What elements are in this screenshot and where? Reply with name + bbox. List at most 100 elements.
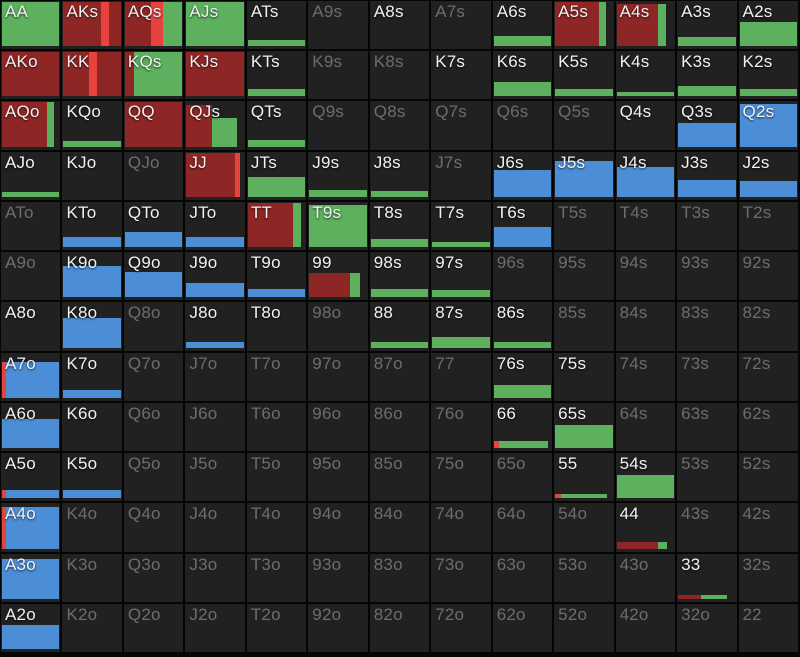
cell-K5o[interactable]: K5o: [62, 453, 122, 502]
cell-63o[interactable]: 63o: [492, 553, 553, 602]
cell-T8s[interactable]: T8s: [369, 201, 430, 251]
cell-82o[interactable]: 82o: [369, 603, 430, 652]
cell-T3s[interactable]: T3s: [677, 201, 737, 251]
cell-J5o[interactable]: J5o: [185, 453, 245, 502]
cell-62s[interactable]: 62s: [738, 402, 798, 452]
cell-85s[interactable]: 85s: [554, 302, 614, 351]
cell-A7o[interactable]: A7o: [1, 352, 61, 401]
cell-Q7s[interactable]: Q7s: [431, 101, 491, 150]
cell-T5s[interactable]: T5s: [554, 201, 614, 251]
cell-87o[interactable]: 87o: [369, 352, 430, 401]
cell-K6s[interactable]: K6s: [492, 51, 553, 100]
cell-99[interactable]: 99: [308, 252, 368, 301]
cell-95o[interactable]: 95o: [308, 453, 368, 502]
cell-QJo[interactable]: QJo: [123, 151, 184, 200]
cell-J2s[interactable]: J2s: [738, 151, 798, 200]
cell-QTo[interactable]: QTo: [123, 201, 184, 251]
cell-53o[interactable]: 53o: [554, 553, 614, 602]
cell-T6o[interactable]: T6o: [246, 402, 307, 452]
cell-Q9o[interactable]: Q9o: [123, 252, 184, 301]
cell-Q2o[interactable]: Q2o: [123, 603, 184, 652]
cell-A7s[interactable]: A7s: [431, 1, 491, 50]
cell-T4s[interactable]: T4s: [615, 201, 676, 251]
cell-42s[interactable]: 42s: [738, 503, 798, 552]
cell-ATs[interactable]: ATs: [246, 1, 307, 50]
cell-K8s[interactable]: K8s: [369, 51, 430, 100]
cell-A9s[interactable]: A9s: [308, 1, 368, 50]
cell-94o[interactable]: 94o: [308, 503, 368, 552]
cell-K7o[interactable]: K7o: [62, 352, 122, 401]
cell-52s[interactable]: 52s: [738, 453, 798, 502]
cell-65o[interactable]: 65o: [492, 453, 553, 502]
cell-JTs[interactable]: JTs: [246, 151, 307, 200]
cell-Q6o[interactable]: Q6o: [123, 402, 184, 452]
cell-AQs[interactable]: AQs: [123, 1, 184, 50]
cell-76o[interactable]: 76o: [431, 402, 491, 452]
cell-75o[interactable]: 75o: [431, 453, 491, 502]
cell-93o[interactable]: 93o: [308, 553, 368, 602]
cell-T2s[interactable]: T2s: [738, 201, 798, 251]
cell-32s[interactable]: 32s: [738, 553, 798, 602]
cell-98o[interactable]: 98o: [308, 302, 368, 351]
cell-J8o[interactable]: J8o: [185, 302, 245, 351]
cell-K8o[interactable]: K8o: [62, 302, 122, 351]
cell-A4o[interactable]: A4o: [1, 503, 61, 552]
cell-84o[interactable]: 84o: [369, 503, 430, 552]
cell-55[interactable]: 55: [554, 453, 614, 502]
cell-ATo[interactable]: ATo: [1, 201, 61, 251]
cell-A8o[interactable]: A8o: [1, 302, 61, 351]
cell-83o[interactable]: 83o: [369, 553, 430, 602]
cell-42o[interactable]: 42o: [615, 603, 676, 652]
cell-AKs[interactable]: AKs: [62, 1, 122, 50]
cell-A6o[interactable]: A6o: [1, 402, 61, 452]
cell-A3o[interactable]: A3o: [1, 553, 61, 602]
cell-Q7o[interactable]: Q7o: [123, 352, 184, 401]
cell-74o[interactable]: 74o: [431, 503, 491, 552]
cell-53s[interactable]: 53s: [677, 453, 737, 502]
cell-T9s[interactable]: T9s: [308, 201, 368, 251]
cell-J3o[interactable]: J3o: [185, 553, 245, 602]
cell-88[interactable]: 88: [369, 302, 430, 351]
cell-92s[interactable]: 92s: [738, 252, 798, 301]
cell-52o[interactable]: 52o: [554, 603, 614, 652]
cell-J5s[interactable]: J5s: [554, 151, 614, 200]
cell-TT[interactable]: TT: [246, 201, 307, 251]
cell-96o[interactable]: 96o: [308, 402, 368, 452]
cell-66[interactable]: 66: [492, 402, 553, 452]
cell-J6s[interactable]: J6s: [492, 151, 553, 200]
cell-AJs[interactable]: AJs: [185, 1, 245, 50]
cell-87s[interactable]: 87s: [431, 302, 491, 351]
cell-84s[interactable]: 84s: [615, 302, 676, 351]
cell-A3s[interactable]: A3s: [677, 1, 737, 50]
cell-73o[interactable]: 73o: [431, 553, 491, 602]
cell-K4s[interactable]: K4s: [615, 51, 676, 100]
cell-95s[interactable]: 95s: [554, 252, 614, 301]
cell-Q4s[interactable]: Q4s: [615, 101, 676, 150]
cell-T7o[interactable]: T7o: [246, 352, 307, 401]
cell-J9o[interactable]: J9o: [185, 252, 245, 301]
cell-T2o[interactable]: T2o: [246, 603, 307, 652]
cell-J6o[interactable]: J6o: [185, 402, 245, 452]
cell-KJo[interactable]: KJo: [62, 151, 122, 200]
cell-T9o[interactable]: T9o: [246, 252, 307, 301]
cell-86o[interactable]: 86o: [369, 402, 430, 452]
cell-A6s[interactable]: A6s: [492, 1, 553, 50]
cell-KQs[interactable]: KQs: [123, 51, 184, 100]
cell-75s[interactable]: 75s: [554, 352, 614, 401]
cell-72o[interactable]: 72o: [431, 603, 491, 652]
cell-J7s[interactable]: J7s: [431, 151, 491, 200]
cell-54s[interactable]: 54s: [615, 453, 676, 502]
cell-64o[interactable]: 64o: [492, 503, 553, 552]
cell-A9o[interactable]: A9o: [1, 252, 61, 301]
cell-82s[interactable]: 82s: [738, 302, 798, 351]
cell-Q4o[interactable]: Q4o: [123, 503, 184, 552]
cell-32o[interactable]: 32o: [677, 603, 737, 652]
cell-K9o[interactable]: K9o: [62, 252, 122, 301]
cell-Q5s[interactable]: Q5s: [554, 101, 614, 150]
cell-A2o[interactable]: A2o: [1, 603, 61, 652]
cell-94s[interactable]: 94s: [615, 252, 676, 301]
cell-22[interactable]: 22: [738, 603, 798, 652]
cell-J4s[interactable]: J4s: [615, 151, 676, 200]
cell-AA[interactable]: AA: [1, 1, 61, 50]
cell-T6s[interactable]: T6s: [492, 201, 553, 251]
